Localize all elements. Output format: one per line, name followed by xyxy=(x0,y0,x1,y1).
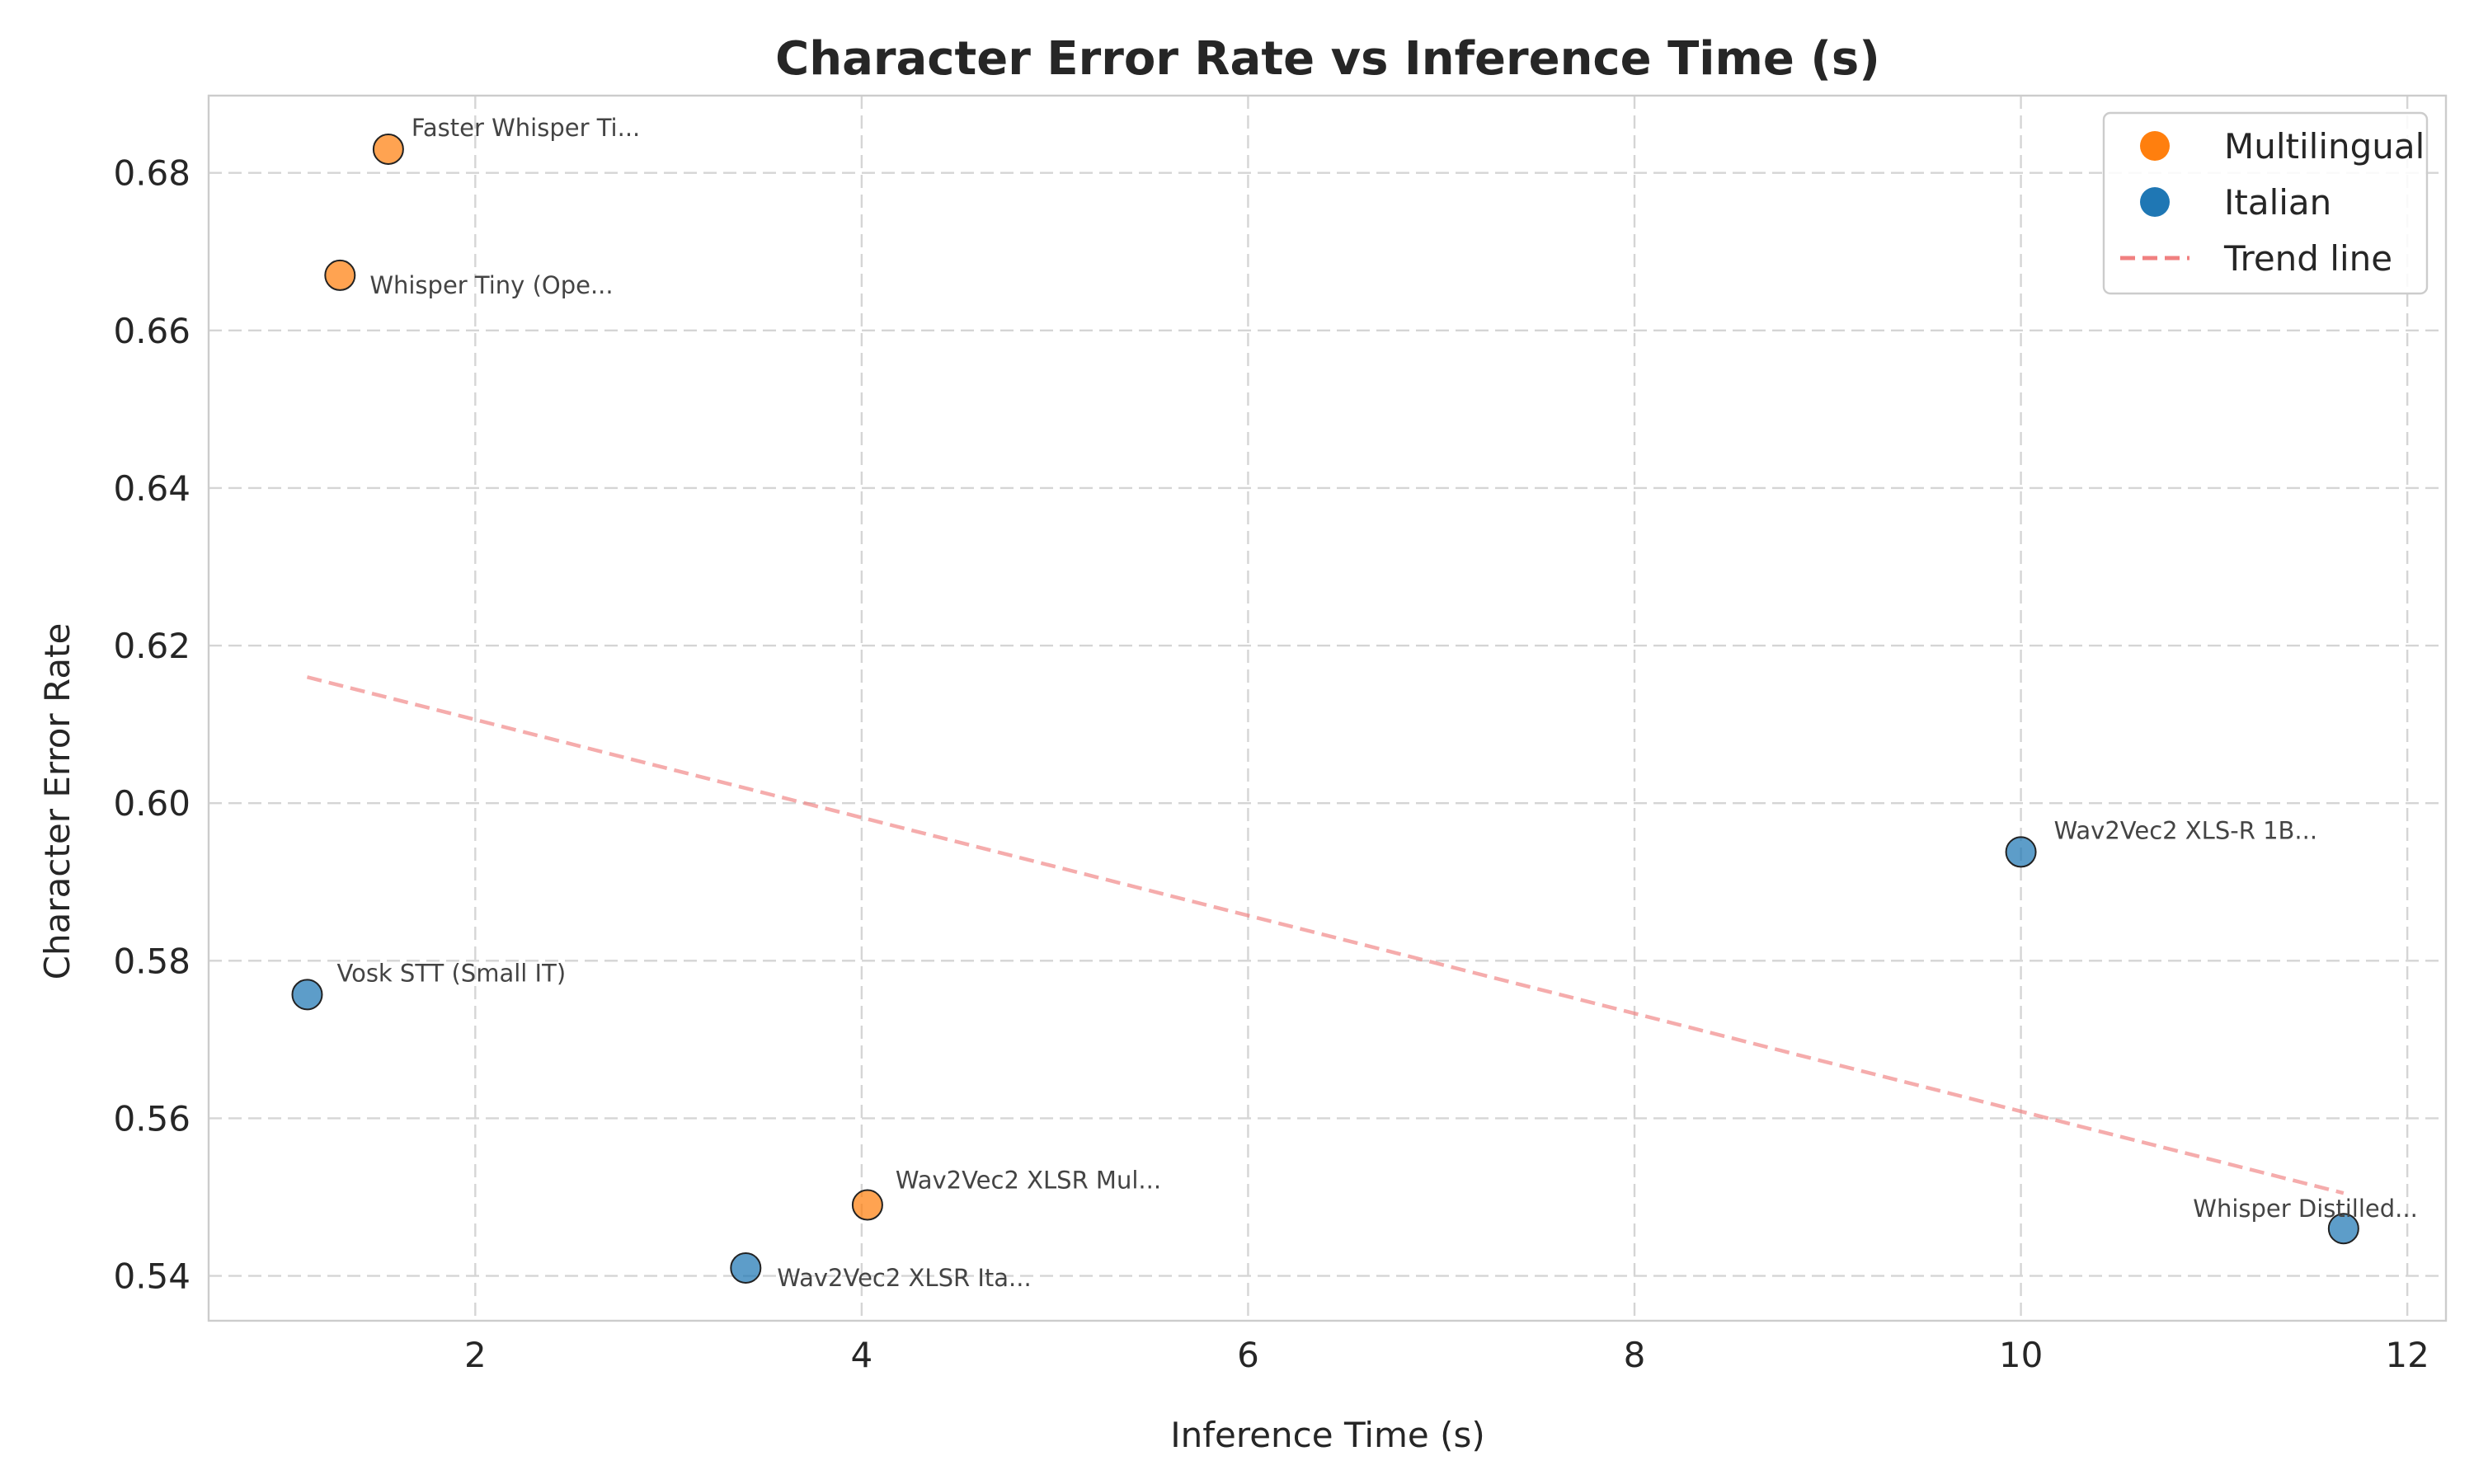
data-point xyxy=(324,259,356,291)
tick-labels: 2 4 6 8 10 12 0.54 0.56 0.58 0.60 0.62 0.64 0.66 0.68 xyxy=(113,153,2429,1375)
data-point xyxy=(372,133,404,165)
point-label: Faster Whisper Ti... xyxy=(412,114,640,142)
x-tick-label: 8 xyxy=(1624,1335,1646,1375)
y-tick-label: 0.54 xyxy=(113,1256,190,1297)
data-point xyxy=(851,1189,883,1221)
point-label: Whisper Tiny (Ope... xyxy=(369,271,613,299)
data-point xyxy=(291,979,323,1011)
x-tick-label: 10 xyxy=(1999,1335,2043,1375)
y-tick-label: 0.62 xyxy=(113,626,190,666)
legend-label: Trend line xyxy=(2223,238,2392,279)
data-point xyxy=(730,1252,762,1284)
y-tick-label: 0.66 xyxy=(113,311,190,351)
y-tick-label: 0.60 xyxy=(113,783,190,824)
y-tick-label: 0.64 xyxy=(113,468,190,509)
points-layer xyxy=(291,133,2359,1284)
y-tick-label: 0.68 xyxy=(113,153,190,194)
x-tick-label: 12 xyxy=(2385,1335,2429,1375)
y-tick-label: 0.56 xyxy=(113,1098,190,1139)
x-tick-label: 6 xyxy=(1237,1335,1259,1375)
legend-label: Multilingual xyxy=(2224,126,2425,167)
plot-frame xyxy=(207,94,2448,1322)
point-label: Whisper Distilled... xyxy=(2193,1195,2418,1223)
data-point xyxy=(2005,836,2037,868)
legend: Multilingual Italian Trend line xyxy=(2102,111,2429,295)
legend-marker xyxy=(2140,187,2170,217)
trend-line-layer xyxy=(306,675,2345,1195)
x-axis-label: Inference Time (s) xyxy=(1170,1415,1485,1455)
x-tick-label: 2 xyxy=(464,1335,487,1375)
x-tick-label: 4 xyxy=(851,1335,873,1375)
point-label: Wav2Vec2 XLSR Mul... xyxy=(896,1167,1161,1195)
y-axis-label: Character Error Rate xyxy=(37,623,78,980)
legend-marker xyxy=(2140,131,2170,161)
chart-title: Character Error Rate vs Inference Time (… xyxy=(775,32,1880,86)
data-point xyxy=(2327,1213,2359,1245)
y-tick-label: 0.58 xyxy=(113,941,190,981)
point-label: Wav2Vec2 XLSR Ita... xyxy=(777,1264,1031,1292)
point-label: Wav2Vec2 XLS-R 1B... xyxy=(2054,816,2318,844)
point-label: Vosk STT (Small IT) xyxy=(336,959,566,987)
grid xyxy=(209,96,2446,1321)
point-labels-layer: Faster Whisper Ti... Whisper Tiny (Ope...… xyxy=(336,114,2417,1292)
trend-line xyxy=(306,675,2345,1195)
legend-box xyxy=(2102,111,2429,295)
legend-label: Italian xyxy=(2224,182,2331,223)
